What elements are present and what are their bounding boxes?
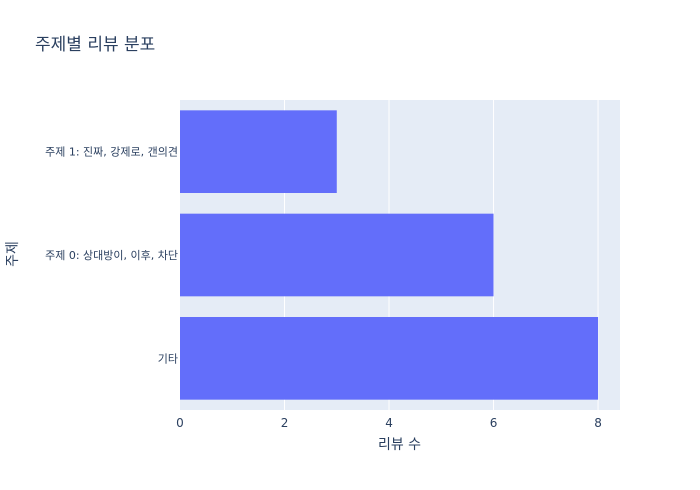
x-tick-label-3: 6 <box>490 416 498 430</box>
x-tick-label-2: 4 <box>385 416 393 430</box>
x-tick-label-4: 8 <box>594 416 602 430</box>
chart-title: 주제별 리뷰 분포 <box>35 35 155 55</box>
x-tick-label-1: 2 <box>281 416 289 430</box>
y-tick-labels: 기타 주제 0: 상대방이, 이후, 차단 주제 1: 진짜, 강제로, 갠의견 <box>45 146 178 366</box>
y-axis-label: 주제 <box>5 241 21 267</box>
bar-2 <box>180 110 337 193</box>
x-tick-label-0: 0 <box>176 416 184 430</box>
bars <box>180 110 599 400</box>
y-tick-label-1: 주제 0: 상대방이, 이후, 차단 <box>45 249 178 262</box>
x-tick-labels: 0 2 4 6 8 <box>176 416 602 430</box>
y-tick-label-2: 주제 1: 진짜, 강제로, 갠의견 <box>45 146 178 159</box>
y-tick-label-0: 기타 <box>158 352 178 365</box>
bar-0 <box>180 317 599 400</box>
x-axis-label: 리뷰 수 <box>378 437 421 453</box>
bar-1 <box>180 213 494 297</box>
